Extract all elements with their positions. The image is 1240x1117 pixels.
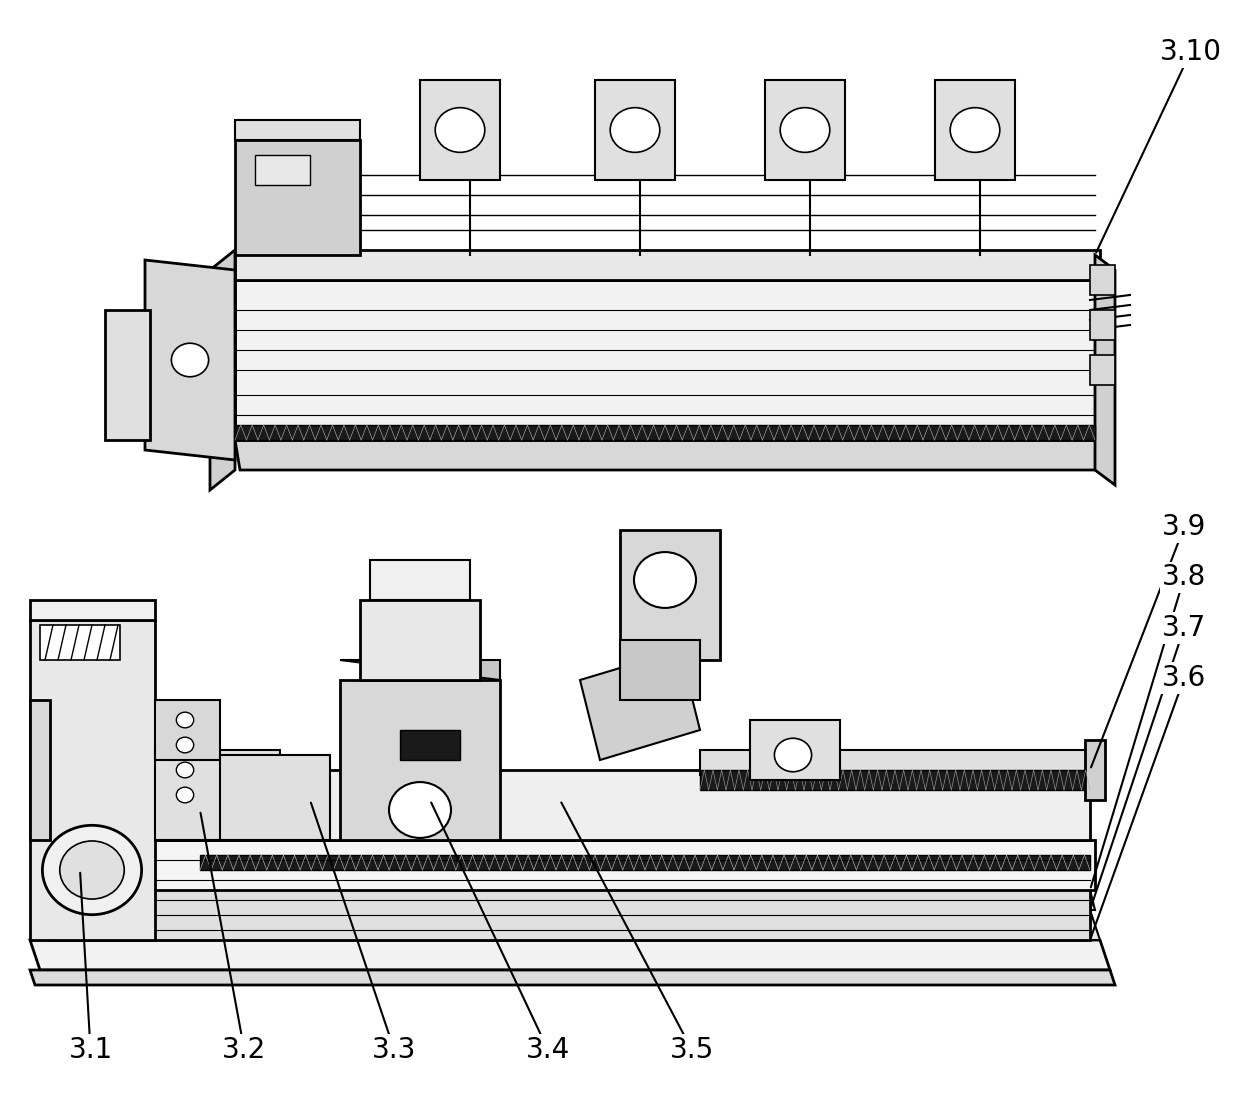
Polygon shape — [701, 750, 1090, 775]
Polygon shape — [155, 750, 280, 840]
Circle shape — [176, 762, 193, 777]
Polygon shape — [236, 250, 1100, 280]
Polygon shape — [50, 910, 1100, 941]
Text: 3.3: 3.3 — [372, 1035, 417, 1065]
Text: 3.4: 3.4 — [526, 1035, 570, 1065]
Polygon shape — [50, 840, 1095, 890]
Polygon shape — [30, 970, 1115, 985]
Polygon shape — [200, 855, 1090, 870]
Circle shape — [60, 841, 124, 899]
Polygon shape — [360, 600, 480, 680]
Polygon shape — [620, 529, 720, 660]
Polygon shape — [50, 890, 1095, 910]
Circle shape — [389, 782, 451, 838]
Circle shape — [775, 738, 812, 772]
Polygon shape — [236, 440, 1100, 470]
Polygon shape — [1090, 265, 1115, 295]
Circle shape — [634, 552, 696, 608]
Circle shape — [176, 737, 193, 753]
Polygon shape — [935, 80, 1016, 180]
Polygon shape — [145, 260, 236, 460]
Polygon shape — [420, 80, 500, 180]
Polygon shape — [1090, 311, 1115, 340]
Polygon shape — [340, 660, 500, 680]
Polygon shape — [765, 80, 844, 180]
Polygon shape — [580, 650, 701, 760]
Polygon shape — [401, 731, 460, 760]
Circle shape — [171, 343, 208, 376]
Text: 3.7: 3.7 — [1162, 613, 1207, 642]
Polygon shape — [236, 120, 360, 140]
Polygon shape — [236, 140, 360, 255]
Polygon shape — [50, 840, 1090, 941]
Text: 3.8: 3.8 — [1162, 563, 1207, 592]
Polygon shape — [1090, 355, 1115, 385]
Polygon shape — [255, 155, 310, 185]
Polygon shape — [40, 626, 120, 660]
Polygon shape — [30, 620, 155, 941]
Circle shape — [435, 107, 485, 152]
Text: 3.6: 3.6 — [1162, 663, 1207, 693]
Polygon shape — [340, 680, 500, 840]
Text: 3.9: 3.9 — [1162, 513, 1207, 542]
Circle shape — [176, 787, 193, 803]
Polygon shape — [236, 424, 1095, 440]
Circle shape — [780, 107, 830, 152]
Polygon shape — [105, 311, 150, 440]
Text: 3.10: 3.10 — [1159, 38, 1221, 67]
Polygon shape — [30, 600, 155, 620]
Polygon shape — [30, 941, 1110, 970]
Polygon shape — [1085, 739, 1105, 800]
Polygon shape — [750, 720, 839, 780]
Text: 3.5: 3.5 — [670, 1035, 714, 1065]
Polygon shape — [210, 250, 236, 490]
Polygon shape — [1095, 255, 1115, 485]
Polygon shape — [155, 700, 219, 760]
Polygon shape — [701, 770, 1090, 790]
Polygon shape — [236, 280, 1100, 440]
Circle shape — [950, 107, 999, 152]
Polygon shape — [595, 80, 675, 180]
Circle shape — [176, 713, 193, 728]
Circle shape — [42, 825, 141, 915]
Polygon shape — [219, 755, 330, 840]
Polygon shape — [50, 770, 1090, 840]
Polygon shape — [370, 560, 470, 600]
Text: 3.1: 3.1 — [68, 1035, 113, 1065]
Polygon shape — [30, 700, 50, 840]
Circle shape — [610, 107, 660, 152]
Text: 3.2: 3.2 — [222, 1035, 267, 1065]
Polygon shape — [620, 640, 701, 700]
